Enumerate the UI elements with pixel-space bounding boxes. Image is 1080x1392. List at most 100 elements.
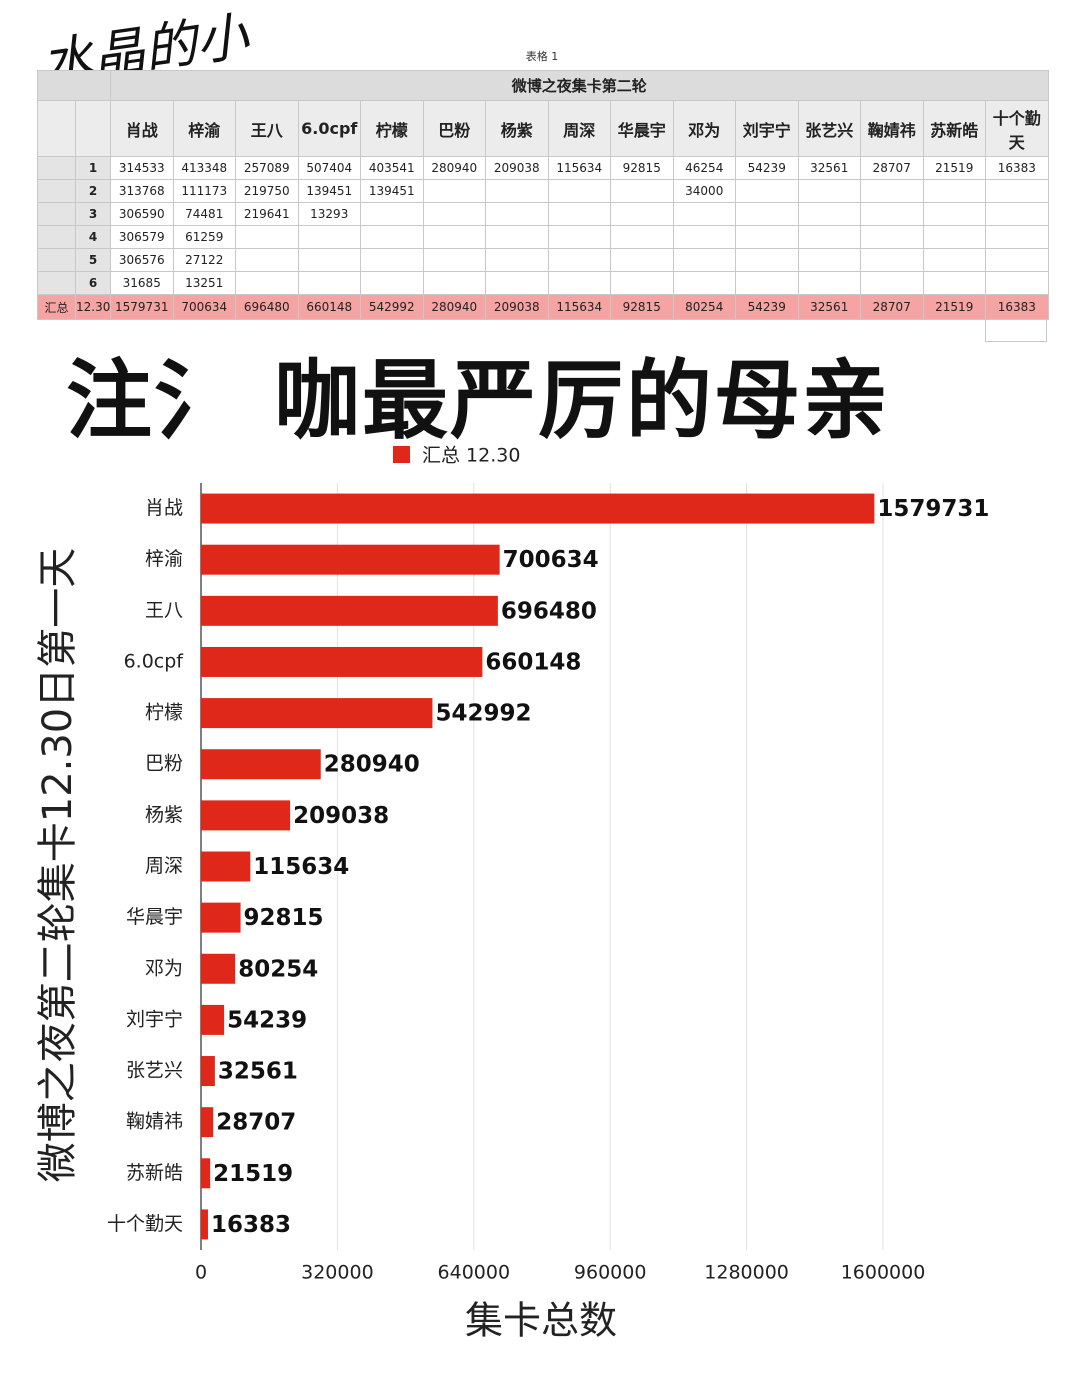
table-cell [485,225,549,249]
x-axis-label: 集卡总数 [465,1299,617,1343]
table-cell: 6 [75,271,111,295]
table-cell: 542992 [360,294,424,320]
x-tick-label: 960000 [574,1262,647,1284]
table-cell: 32561 [797,294,861,320]
table-cell [735,248,799,272]
bar [201,749,321,780]
table-cell: 3 [75,202,111,226]
y-axis-label: 微博之夜第二轮集卡12.30日第一天 [35,548,81,1183]
table-cell [610,248,674,272]
table-cell [735,271,799,295]
table-cell: 微博之夜集卡第二轮 [110,70,1049,101]
table-cell: 306579 [110,225,174,249]
bar [201,646,483,677]
table-cell: 27122 [172,248,236,272]
table-cell: 34000 [672,179,736,203]
table-cell [547,202,611,226]
table-cell: 肖战 [110,100,174,157]
y-tick-label: 鞠婧祎 [126,1111,183,1133]
table-cell [235,225,299,249]
sheet-label: 表格 1 [525,50,559,63]
table-cell [672,248,736,272]
data-label: 209038 [293,803,389,829]
table-cell: 660148 [297,294,361,320]
data-label: 21519 [213,1161,293,1187]
table-cell [672,225,736,249]
table-cell: 刘宇宁 [735,100,799,157]
table-cell: 219641 [235,202,299,226]
table-cell: 80254 [672,294,736,320]
data-label: 54239 [227,1007,307,1033]
data-label: 115634 [253,854,349,880]
table-cell: 507404 [297,156,361,180]
table-cell: 周深 [547,100,611,157]
table-cell: 115634 [547,294,611,320]
table-cell [985,202,1049,226]
bar [201,1056,215,1087]
table-cell [360,225,424,249]
table-cell [547,271,611,295]
table-cell: 92815 [610,156,674,180]
bar [201,595,498,626]
table-row: 3 306590 74481 219641 13293 [37,202,1049,226]
bar [201,1107,214,1138]
table-cell [610,202,674,226]
y-tick-label: 王八 [145,599,183,621]
table-cell [985,179,1049,203]
table-cell [37,70,111,101]
table-cell [485,271,549,295]
x-tick-label: 1280000 [704,1262,789,1284]
data-label: 542992 [435,701,531,727]
y-tick-label: 柠檬 [145,702,183,724]
table-cell: 巴粉 [422,100,486,157]
table-cell: 111173 [172,179,236,203]
bar [201,1004,225,1035]
table-cell: 13293 [297,202,361,226]
y-tick-label: 苏新皓 [126,1162,183,1184]
table-cell [547,225,611,249]
table-cell [797,248,861,272]
table-row: 微博之夜集卡第二轮 [37,70,1049,101]
table-cell: 139451 [297,179,361,203]
table-cell: 696480 [235,294,299,320]
table-cell [735,202,799,226]
table-cell: 杨紫 [485,100,549,157]
table-cell [297,248,361,272]
table-cell: 邓为 [672,100,736,157]
table-cell [860,202,924,226]
table-cell: 鞠婧祎 [860,100,924,157]
table-cell: 12.30 [75,294,111,320]
table-cell [922,202,986,226]
table-cell [922,225,986,249]
table-cell [485,179,549,203]
data-label: 28707 [216,1110,296,1136]
table-cell [422,202,486,226]
y-tick-label: 周深 [145,855,183,877]
table-cell [922,271,986,295]
table-row: 5 306576 27122 [37,248,1049,272]
table-cell [360,248,424,272]
table-cell: 28707 [860,294,924,320]
table-cell: 403541 [360,156,424,180]
table-row: 汇总 12.30 1579731 700634 696480 660148 542992 28… [37,294,1049,320]
table-cell: 280940 [422,294,486,320]
table-cell: 1579731 [110,294,174,320]
bar [201,902,241,933]
bar [201,1209,208,1240]
bar [201,1158,211,1189]
table-cell: 306590 [110,202,174,226]
table-cell: 苏新皓 [922,100,986,157]
table-cell: 139451 [360,179,424,203]
table-cell [235,248,299,272]
blank-cell [985,320,1047,342]
data-label: 32561 [218,1059,298,1085]
data-label: 280940 [324,752,420,778]
table-cell: 张艺兴 [797,100,861,157]
bar [201,851,251,882]
table-cell [75,100,111,157]
headline: 注氵 咖最严厉的母亲 [66,351,890,451]
y-tick-label: 巴粉 [145,753,183,775]
table-cell: 257089 [235,156,299,180]
table-cell [860,179,924,203]
